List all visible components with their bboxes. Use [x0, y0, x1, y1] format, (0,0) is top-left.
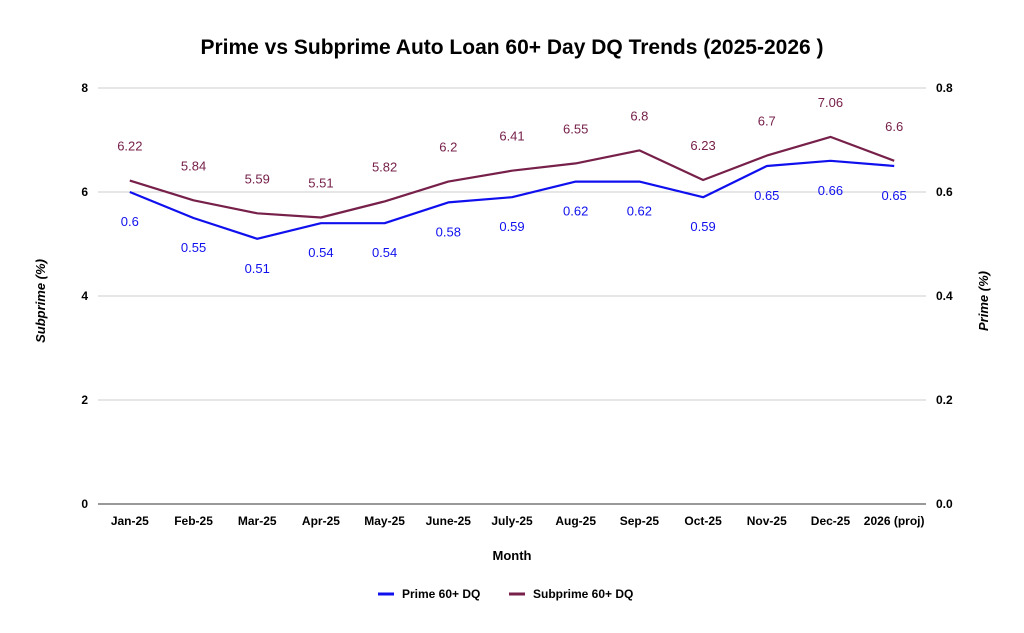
x-tick-label: May-25 — [364, 514, 405, 528]
data-label: 6.23 — [690, 138, 715, 153]
x-tick-label: Apr-25 — [302, 514, 340, 528]
y-left-tick-label: 6 — [81, 185, 88, 199]
data-label: 6.6 — [885, 119, 903, 134]
data-label: 5.51 — [308, 175, 333, 190]
data-label: 5.84 — [181, 158, 206, 173]
grid — [98, 87, 926, 505]
y-axis-right-title: Prime (%) — [976, 271, 991, 331]
x-tick-label: Nov-25 — [747, 514, 787, 528]
series-line-prime — [129, 159, 895, 240]
data-label: 6.2 — [439, 140, 457, 155]
data-label: 6.41 — [499, 129, 524, 144]
data-label: 6.22 — [117, 139, 142, 154]
data-labels: 0.6 0.55 0.51 0.54 0.54 0.58 0.59 0.62 0.62 0.59 0… — [117, 95, 907, 276]
data-label: 6.55 — [563, 121, 588, 136]
y-axis-left-title: Subprime (%) — [33, 259, 48, 343]
data-label: 5.82 — [372, 159, 397, 174]
y-right-tick-label: 0.4 — [936, 289, 953, 303]
y-axis-left-ticks: 0 2 4 6 8 — [81, 81, 88, 511]
data-label: 0.59 — [499, 219, 524, 234]
x-tick-label: June-25 — [426, 514, 472, 528]
series-line-subprime — [129, 135, 895, 219]
data-label: 0.62 — [627, 204, 652, 219]
x-axis-title: Month — [493, 548, 532, 563]
x-tick-label: Jan-25 — [111, 514, 149, 528]
data-label: 0.66 — [818, 183, 843, 198]
chart-title: Prime vs Subprime Auto Loan 60+ Day DQ T… — [200, 36, 823, 59]
x-axis-ticks: Jan-25 Feb-25 Mar-25 Apr-25 May-25 June-25 Jul… — [111, 514, 925, 528]
data-label: 0.55 — [181, 240, 206, 255]
x-tick-label: Feb-25 — [174, 514, 213, 528]
y-left-tick-label: 2 — [81, 393, 88, 407]
data-label: 0.54 — [308, 245, 333, 260]
data-label: 0.6 — [121, 214, 139, 229]
data-label: 0.62 — [563, 204, 588, 219]
x-tick-label: Sep-25 — [620, 514, 660, 528]
series — [129, 135, 895, 240]
legend-label: Subprime 60+ DQ — [533, 587, 633, 601]
data-label: 0.65 — [754, 188, 779, 203]
x-tick-label: Mar-25 — [238, 514, 277, 528]
data-label: 0.58 — [436, 224, 461, 239]
legend-label: Prime 60+ DQ — [402, 587, 480, 601]
y-right-tick-label: 0.8 — [936, 81, 953, 95]
y-right-tick-label: 0.0 — [936, 497, 953, 511]
y-axis-right-ticks: 0.0 0.2 0.4 0.6 0.8 — [936, 81, 953, 511]
data-label: 0.54 — [372, 245, 397, 260]
x-tick-label: July-25 — [491, 514, 533, 528]
y-right-tick-label: 0.6 — [936, 185, 953, 199]
x-tick-label: Aug-25 — [555, 514, 596, 528]
y-right-tick-label: 0.2 — [936, 393, 953, 407]
data-label: 6.7 — [758, 114, 776, 129]
y-left-tick-label: 4 — [81, 289, 88, 303]
data-label: 0.65 — [881, 188, 906, 203]
data-label: 0.51 — [245, 261, 270, 276]
x-tick-label: Dec-25 — [811, 514, 851, 528]
x-tick-label: 2026 (proj) — [864, 514, 925, 528]
data-label: 6.8 — [630, 108, 648, 123]
data-label: 7.06 — [818, 95, 843, 110]
data-label: 5.59 — [245, 171, 270, 186]
y-left-tick-label: 0 — [81, 497, 88, 511]
legend: Prime 60+ DQ Subprime 60+ DQ — [378, 587, 633, 601]
y-left-tick-label: 8 — [81, 81, 88, 95]
data-label: 0.59 — [690, 219, 715, 234]
x-tick-label: Oct-25 — [684, 514, 722, 528]
